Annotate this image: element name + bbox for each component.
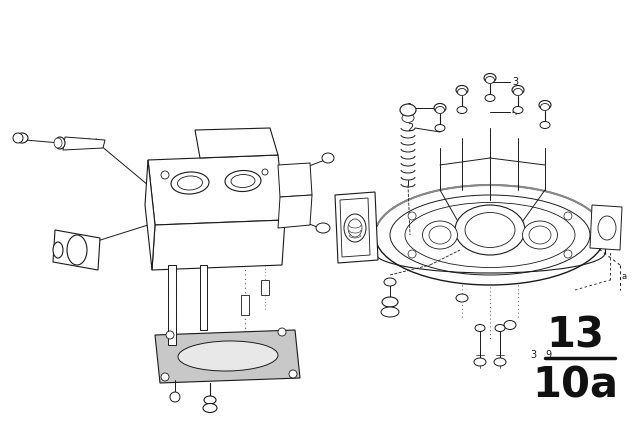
Bar [241,295,249,315]
Ellipse shape [434,103,446,112]
Ellipse shape [540,121,550,129]
Bar [261,280,269,295]
Text: 13: 13 [546,314,604,356]
Ellipse shape [435,125,445,132]
Text: 2: 2 [407,123,413,133]
Text: 4: 4 [512,107,518,117]
Ellipse shape [344,214,366,242]
Ellipse shape [178,341,278,371]
Ellipse shape [422,221,458,249]
Text: 3: 3 [512,77,518,87]
Ellipse shape [512,86,524,95]
Circle shape [170,392,180,402]
Ellipse shape [456,294,468,302]
Ellipse shape [541,103,550,111]
Circle shape [166,331,174,339]
Polygon shape [155,330,300,383]
Ellipse shape [55,137,65,149]
Ellipse shape [67,235,87,265]
Ellipse shape [513,107,523,113]
Ellipse shape [316,223,330,233]
Circle shape [161,373,169,381]
Ellipse shape [475,324,485,332]
Circle shape [278,328,286,336]
Circle shape [408,250,416,258]
Ellipse shape [54,138,62,148]
Circle shape [13,133,23,143]
Text: a: a [622,271,627,280]
Text: 1: 1 [407,103,413,113]
Ellipse shape [405,202,575,267]
Circle shape [564,250,572,258]
Ellipse shape [522,221,557,249]
Polygon shape [63,137,105,150]
Polygon shape [335,192,378,263]
Ellipse shape [177,176,202,190]
Ellipse shape [203,404,217,413]
Ellipse shape [504,320,516,329]
Ellipse shape [539,100,551,109]
Polygon shape [148,155,285,225]
Circle shape [564,212,572,220]
Ellipse shape [16,133,28,143]
Circle shape [408,212,416,220]
Ellipse shape [381,307,399,317]
Polygon shape [152,220,285,270]
Text: 3: 3 [530,350,536,360]
Polygon shape [195,128,278,158]
Ellipse shape [484,73,496,82]
Ellipse shape [474,358,486,366]
Circle shape [161,171,169,179]
Ellipse shape [486,77,495,83]
Ellipse shape [457,107,467,113]
Ellipse shape [225,171,261,191]
Bar [168,265,176,345]
Ellipse shape [495,324,505,332]
Ellipse shape [429,226,451,244]
Ellipse shape [513,89,522,95]
Ellipse shape [529,226,551,244]
Ellipse shape [400,104,416,116]
Ellipse shape [494,358,506,366]
Circle shape [262,169,268,175]
Ellipse shape [456,86,468,95]
Ellipse shape [465,212,515,247]
Polygon shape [278,163,312,197]
Bar [200,265,207,330]
Polygon shape [53,230,100,270]
Polygon shape [145,160,155,270]
Ellipse shape [485,95,495,102]
Ellipse shape [402,113,414,122]
Polygon shape [340,198,370,257]
Ellipse shape [322,153,334,163]
Ellipse shape [382,297,398,307]
Ellipse shape [458,89,467,95]
Text: 9: 9 [545,350,551,360]
Circle shape [289,370,297,378]
Ellipse shape [455,205,525,255]
Ellipse shape [435,107,445,113]
Ellipse shape [384,278,396,286]
Ellipse shape [53,242,63,258]
Ellipse shape [598,216,616,240]
Ellipse shape [171,172,209,194]
Ellipse shape [390,195,590,275]
Ellipse shape [348,219,362,237]
Polygon shape [278,195,312,228]
Ellipse shape [231,174,255,188]
Polygon shape [590,205,622,250]
Ellipse shape [204,396,216,404]
Ellipse shape [375,185,605,285]
Text: 10a: 10a [532,364,618,406]
